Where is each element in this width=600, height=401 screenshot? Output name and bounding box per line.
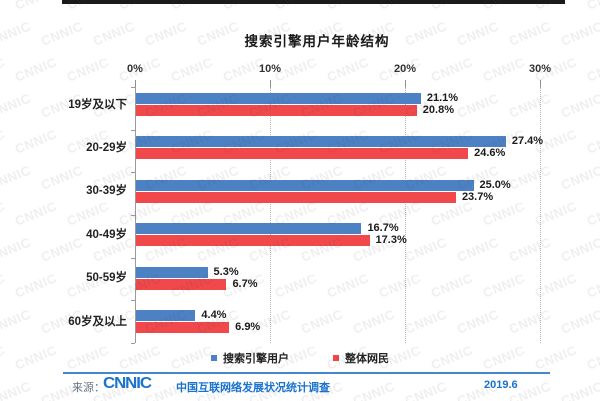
- footer-divider: [63, 372, 550, 374]
- gridline: [270, 87, 271, 343]
- x-axis-label: 10%: [258, 63, 282, 75]
- y-axis-tick: [131, 343, 135, 344]
- category-label: 40-49岁: [86, 228, 127, 241]
- category-label: 19岁及以下: [68, 98, 127, 111]
- legend-label: 搜索引擎用户: [223, 353, 289, 365]
- bar-all-netizens: [136, 191, 456, 203]
- y-axis-tick: [131, 129, 135, 131]
- value-label: 27.4%: [511, 135, 544, 148]
- legend-label: 整体网民: [345, 353, 389, 365]
- source-text: 中国互联网络发展状况统计调查: [176, 382, 330, 394]
- bar-all-netizens: [136, 235, 370, 247]
- legend-swatch-blue: [211, 355, 217, 361]
- legend-item-all-netizens: 整体网民: [333, 350, 389, 366]
- value-label: 6.9%: [235, 321, 261, 333]
- y-axis-tick: [131, 87, 135, 88]
- y-axis-line: [135, 87, 136, 343]
- value-label: 24.6%: [474, 147, 506, 160]
- gridline: [540, 87, 541, 343]
- report-date: 2019.6: [484, 379, 518, 391]
- value-label: 23.7%: [461, 190, 494, 203]
- x-axis-label: 30%: [528, 63, 552, 75]
- x-axis-label: 0%: [127, 63, 143, 75]
- y-axis-tick: [131, 215, 135, 216]
- top-border-bar: [62, 0, 565, 4]
- value-label: 5.3%: [213, 265, 239, 278]
- bar-all-netizens: [136, 278, 227, 290]
- bar-search-users: [136, 93, 421, 104]
- value-label: 17.3%: [375, 234, 407, 247]
- chart-title: 搜索引擎用户年龄结构: [244, 34, 390, 49]
- x-axis-label: 20%: [393, 63, 417, 75]
- x-axis-tick: [135, 80, 136, 87]
- category-label: 20-29岁: [86, 141, 127, 154]
- bar-all-netizens: [136, 322, 230, 333]
- value-label: 6.7%: [232, 277, 258, 290]
- category-label: 30-39岁: [86, 185, 127, 198]
- bar-search-users: [136, 179, 474, 191]
- y-axis-tick: [131, 172, 135, 174]
- cnnic-logo: CNNIC: [103, 375, 152, 392]
- bar-search-users: [136, 266, 208, 278]
- legend-swatch-red: [333, 355, 339, 361]
- bar-search-users: [136, 310, 196, 321]
- bar-search-users: [136, 136, 506, 148]
- bar-search-users: [136, 223, 362, 235]
- x-axis-tick: [540, 80, 541, 87]
- value-label: 20.8%: [422, 104, 454, 116]
- value-label: 25.0%: [479, 178, 511, 191]
- gridline: [405, 87, 406, 343]
- category-label: 60岁及以上: [68, 315, 127, 328]
- value-label: 16.7%: [367, 222, 399, 235]
- footer: 来源： CNNIC 中国互联网络发展状况统计调查 2019.6: [0, 375, 600, 397]
- legend: 搜索引擎用户 整体网民: [0, 350, 600, 366]
- y-axis-tick: [131, 300, 135, 302]
- value-label: 4.4%: [201, 309, 227, 321]
- category-label: 50-59岁: [86, 272, 127, 285]
- x-axis-tick: [270, 80, 271, 87]
- legend-item-search-users: 搜索引擎用户: [211, 350, 289, 366]
- source-prefix: 来源：: [72, 382, 105, 394]
- value-label: 21.1%: [426, 92, 459, 104]
- y-axis-tick: [131, 257, 135, 259]
- bar-all-netizens: [136, 148, 469, 160]
- bar-all-netizens: [136, 105, 417, 116]
- x-axis-tick: [405, 80, 406, 87]
